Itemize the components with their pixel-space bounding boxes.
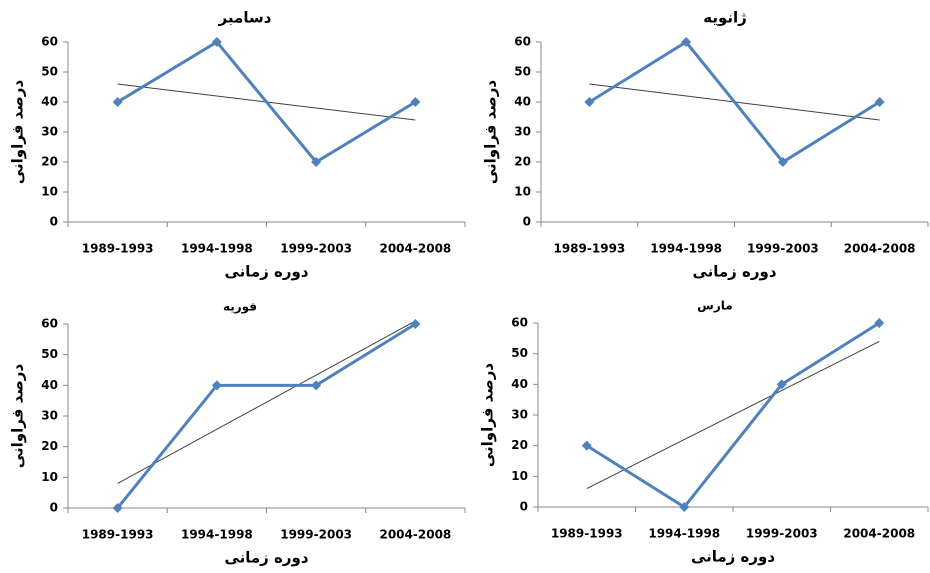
x-tick-label: 2004-2008 <box>379 528 451 542</box>
marker <box>311 157 322 167</box>
y-tick-label: 0 <box>523 215 531 229</box>
x-tick-label: 1994-1998 <box>650 242 722 256</box>
series-line <box>116 40 417 164</box>
y-tick-label: 0 <box>50 501 58 515</box>
trend-line <box>117 320 416 484</box>
y-axis-label: درصد فراوانی <box>479 363 497 468</box>
marker <box>874 318 885 328</box>
y-axis-label: درصد فراوانی <box>9 364 27 469</box>
x-tick-label: 1999-2003 <box>746 527 818 541</box>
y-tick-label: 50 <box>41 65 58 79</box>
marker <box>112 97 123 107</box>
x-tick-label: 1999-2003 <box>280 528 352 542</box>
y-tick-label: 40 <box>514 95 531 109</box>
x-tick-label: 2004-2008 <box>843 527 915 541</box>
marker <box>112 503 123 513</box>
y-tick-label: 40 <box>41 378 58 392</box>
y-tick-label: 50 <box>511 346 528 360</box>
marker <box>410 97 421 107</box>
y-axis-label: درصد فراوانی <box>9 80 27 185</box>
marker <box>584 97 595 107</box>
y-tick-label: 30 <box>41 409 58 423</box>
y-tick-label: 20 <box>511 438 528 452</box>
chart-title: مارس <box>697 299 732 313</box>
chart-title: فوریه <box>223 300 257 315</box>
x-tick-label: 2004-2008 <box>379 242 451 256</box>
x-tick-label: 1999-2003 <box>280 242 352 256</box>
chart-title: ژانویه <box>703 9 747 27</box>
marker <box>581 440 592 451</box>
y-tick-label: 30 <box>514 125 531 139</box>
x-tick-label: 1989-1993 <box>82 242 154 256</box>
y-tick-label: 0 <box>50 215 58 229</box>
x-axis-label: دوره زمانی <box>224 263 308 281</box>
marker <box>681 37 692 47</box>
marker <box>211 380 222 391</box>
series-line <box>116 322 417 509</box>
y-tick-label: 30 <box>511 408 528 422</box>
y-tick-label: 40 <box>41 95 58 109</box>
y-axis-label: درصد فراوانی <box>482 80 500 185</box>
y-tick-label: 0 <box>520 500 528 514</box>
y-tick-label: 20 <box>514 155 531 169</box>
x-tick-label: 1994-1998 <box>181 242 253 256</box>
marker <box>777 157 788 167</box>
y-tick-label: 20 <box>41 155 58 169</box>
x-tick-label: 2004-2008 <box>844 242 916 256</box>
x-tick-label: 1989-1993 <box>553 242 625 256</box>
y-tick-label: 60 <box>41 35 58 49</box>
trend-line <box>586 340 880 490</box>
y-tick-label: 60 <box>41 317 58 331</box>
x-tick-label: 1989-1993 <box>551 527 623 541</box>
x-tick-label: 1994-1998 <box>181 528 253 542</box>
marker <box>211 37 222 47</box>
marker <box>874 97 885 107</box>
y-tick-label: 50 <box>41 347 58 361</box>
x-tick-label: 1989-1993 <box>82 528 154 542</box>
y-tick-label: 10 <box>41 185 58 199</box>
series-line <box>588 40 881 164</box>
x-tick-label: 1994-1998 <box>648 527 720 541</box>
chart-title: دسامبر <box>218 9 272 27</box>
y-tick-label: 10 <box>41 470 58 484</box>
x-axis-label: دوره زمانی <box>692 263 776 281</box>
y-tick-label: 10 <box>514 185 531 199</box>
y-tick-label: 60 <box>514 35 531 49</box>
x-axis-label: دوره زمانی <box>224 549 308 567</box>
x-tick-label: 1999-2003 <box>747 242 819 256</box>
y-tick-label: 40 <box>511 377 528 391</box>
series-line <box>585 321 881 509</box>
y-tick-label: 50 <box>514 65 531 79</box>
marker <box>679 502 690 512</box>
marker <box>311 380 322 391</box>
y-tick-label: 10 <box>511 469 528 483</box>
y-tick-label: 20 <box>41 439 58 453</box>
x-axis-label: دوره زمانی <box>691 548 775 566</box>
y-tick-label: 60 <box>511 316 528 330</box>
y-tick-label: 30 <box>41 125 58 139</box>
marker <box>776 379 787 390</box>
marker <box>410 319 421 329</box>
